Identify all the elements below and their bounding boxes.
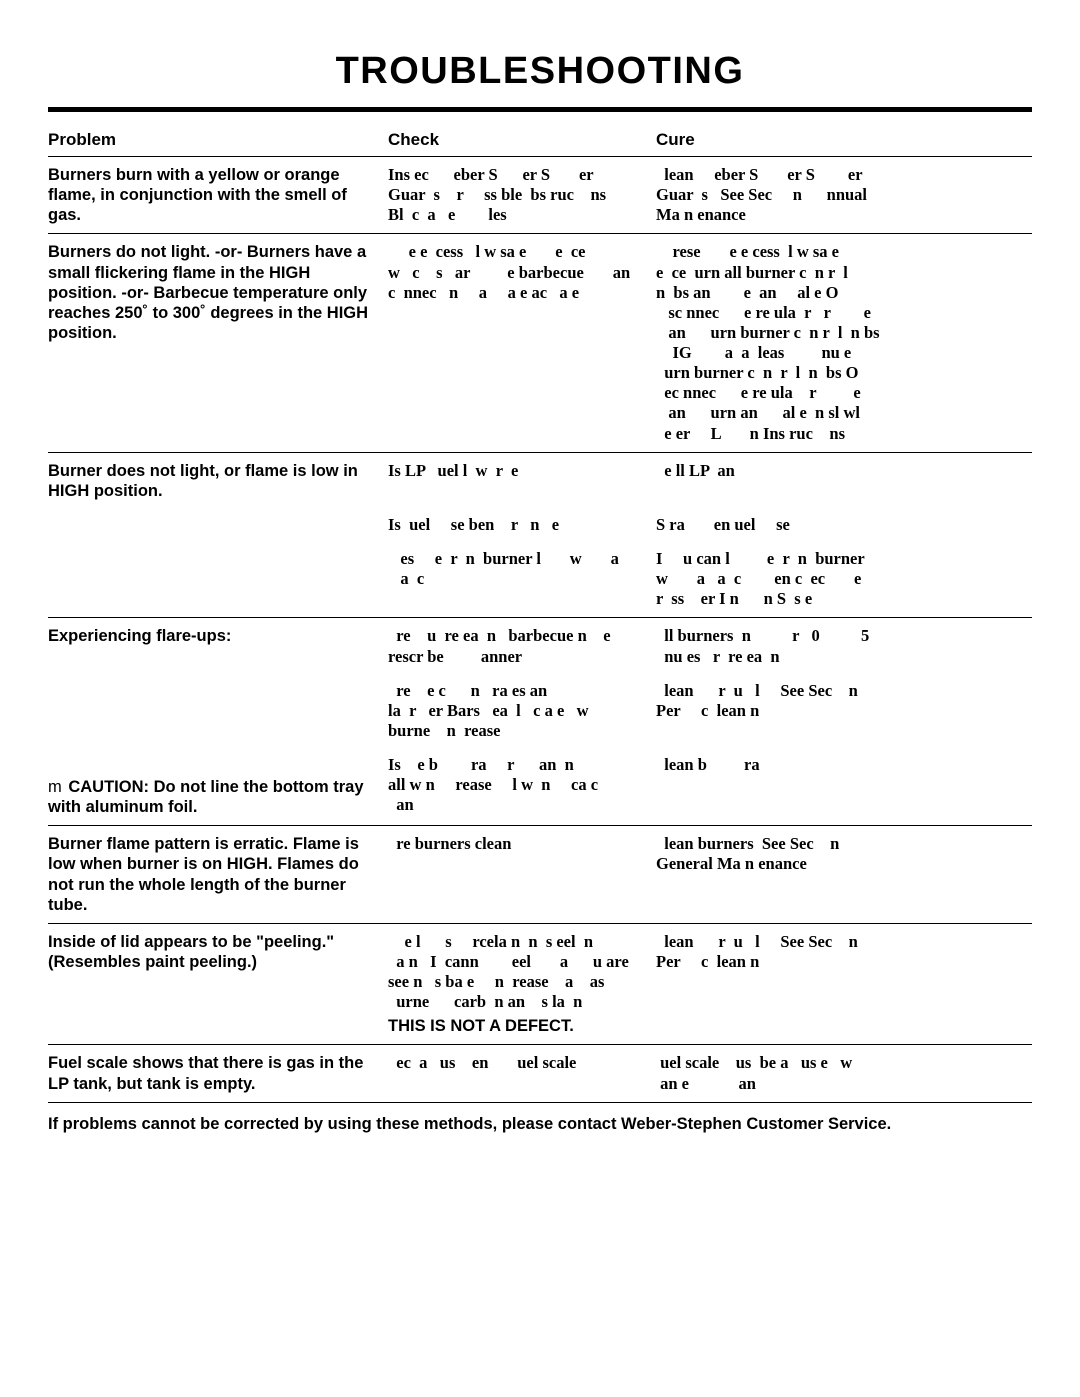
table-row: Burner does not light, or flame is low i… [48, 453, 1032, 509]
problem-cell: Inside of lid appears to be "peeling." (… [48, 932, 388, 972]
table-row: Burners do not light. -or- Burners have … [48, 234, 1032, 451]
bottom-rule [48, 1102, 1032, 1103]
row-group: Burner flame pattern is erratic. Flame i… [48, 825, 1032, 923]
table-row: Inside of lid appears to be "peeling." (… [48, 924, 1032, 1045]
problem-cell: Experiencing flare-ups: [48, 626, 388, 646]
problem-cell: Fuel scale shows that there is gas in th… [48, 1053, 388, 1093]
table-row: m CAUTION: Do not line the bottom tray w… [48, 749, 1032, 825]
top-rule [48, 107, 1032, 112]
check-cell: Is LP uel l w r e [388, 461, 656, 481]
cure-cell: lean b ra [656, 755, 1032, 775]
check-cell: e e cess l w sa e e ce w c s ar e barbec… [388, 242, 656, 302]
page-title: TROUBLESHOOTING [48, 50, 1032, 93]
row-group: Burners burn with a yellow or orange fla… [48, 156, 1032, 233]
caution-icon: m [48, 778, 66, 796]
table-row: Experiencing flare-ups: re u re ea n bar… [48, 618, 1032, 674]
table-row: Is uel se ben r n e S ra en uel se [48, 509, 1032, 543]
cure-cell: lean burners See Sec n General Ma n enan… [656, 834, 1032, 874]
check-cell: e l s rcela n n s eel n a n I cann eel a… [388, 932, 644, 1013]
row-group: Inside of lid appears to be "peeling." (… [48, 923, 1032, 1045]
problem-cell: Burner flame pattern is erratic. Flame i… [48, 834, 388, 915]
problem-cell: Burners do not light. -or- Burners have … [48, 242, 388, 343]
cure-cell: e ll LP an [656, 461, 1032, 481]
check-cell: re e c n ra es an la r er Bars ea l c a … [388, 681, 656, 741]
table-row: Burners burn with a yellow or orange fla… [48, 157, 1032, 233]
table-row: Fuel scale shows that there is gas in th… [48, 1045, 1032, 1101]
row-group: Experiencing flare-ups: re u re ea n bar… [48, 617, 1032, 825]
cure-cell: ll burners n r 0 5 nu es r re ea n [656, 626, 1032, 666]
row-group: Burners do not light. -or- Burners have … [48, 233, 1032, 451]
row-group: Fuel scale shows that there is gas in th… [48, 1044, 1032, 1101]
caution-note: m CAUTION: Do not line the bottom tray w… [48, 777, 376, 817]
check-cell: re u re ea n barbecue n e rescr be anner [388, 626, 656, 666]
problem-cell: Burners burn with a yellow or orange fla… [48, 165, 388, 225]
col-header-check: Check [388, 130, 656, 150]
cure-cell: rese e e cess l w sa e e ce urn all burn… [656, 242, 1032, 443]
cure-cell: S ra en uel se [656, 515, 1032, 535]
check-cell: Ins ec eber S er S er Guar s r ss ble bs… [388, 165, 656, 225]
table-row: Burner flame pattern is erratic. Flame i… [48, 826, 1032, 923]
cure-cell: uel scale us be a us e w an e an [656, 1053, 1032, 1093]
check-cell: re burners clean [388, 834, 656, 854]
cure-cell: lean r u l See Sec n Per c lean n [656, 932, 1032, 972]
col-header-cure: Cure [656, 130, 1032, 150]
problem-cell: Burner does not light, or flame is low i… [48, 461, 388, 501]
table-row: re e c n ra es an la r er Bars ea l c a … [48, 675, 1032, 749]
check-cell: Is uel se ben r n e [388, 515, 656, 535]
cure-cell: I u can l e r n burner w a a c en c ec e… [656, 549, 1032, 609]
check-cell: Is e b ra r an n all w n rease l w n ca … [388, 755, 656, 815]
row-group: Burner does not light, or flame is low i… [48, 452, 1032, 618]
check-cell: ec a us en uel scale [388, 1053, 656, 1073]
footer-note: If problems cannot be corrected by using… [48, 1115, 1032, 1134]
caution-text: CAUTION: Do not line the bottom tray wit… [48, 778, 364, 816]
table-row: es e r n burner l w a a c I u can l e r … [48, 543, 1032, 617]
column-headers: Problem Check Cure [48, 122, 1032, 156]
defect-note: THIS IS NOT A DEFECT. [388, 1016, 644, 1036]
cure-cell: lean r u l See Sec n Per c lean n [656, 681, 1032, 721]
col-header-problem: Problem [48, 130, 388, 150]
check-cell: es e r n burner l w a a c [388, 549, 656, 589]
cure-cell: lean eber S er S er Guar s See Sec n nnu… [656, 165, 1032, 225]
